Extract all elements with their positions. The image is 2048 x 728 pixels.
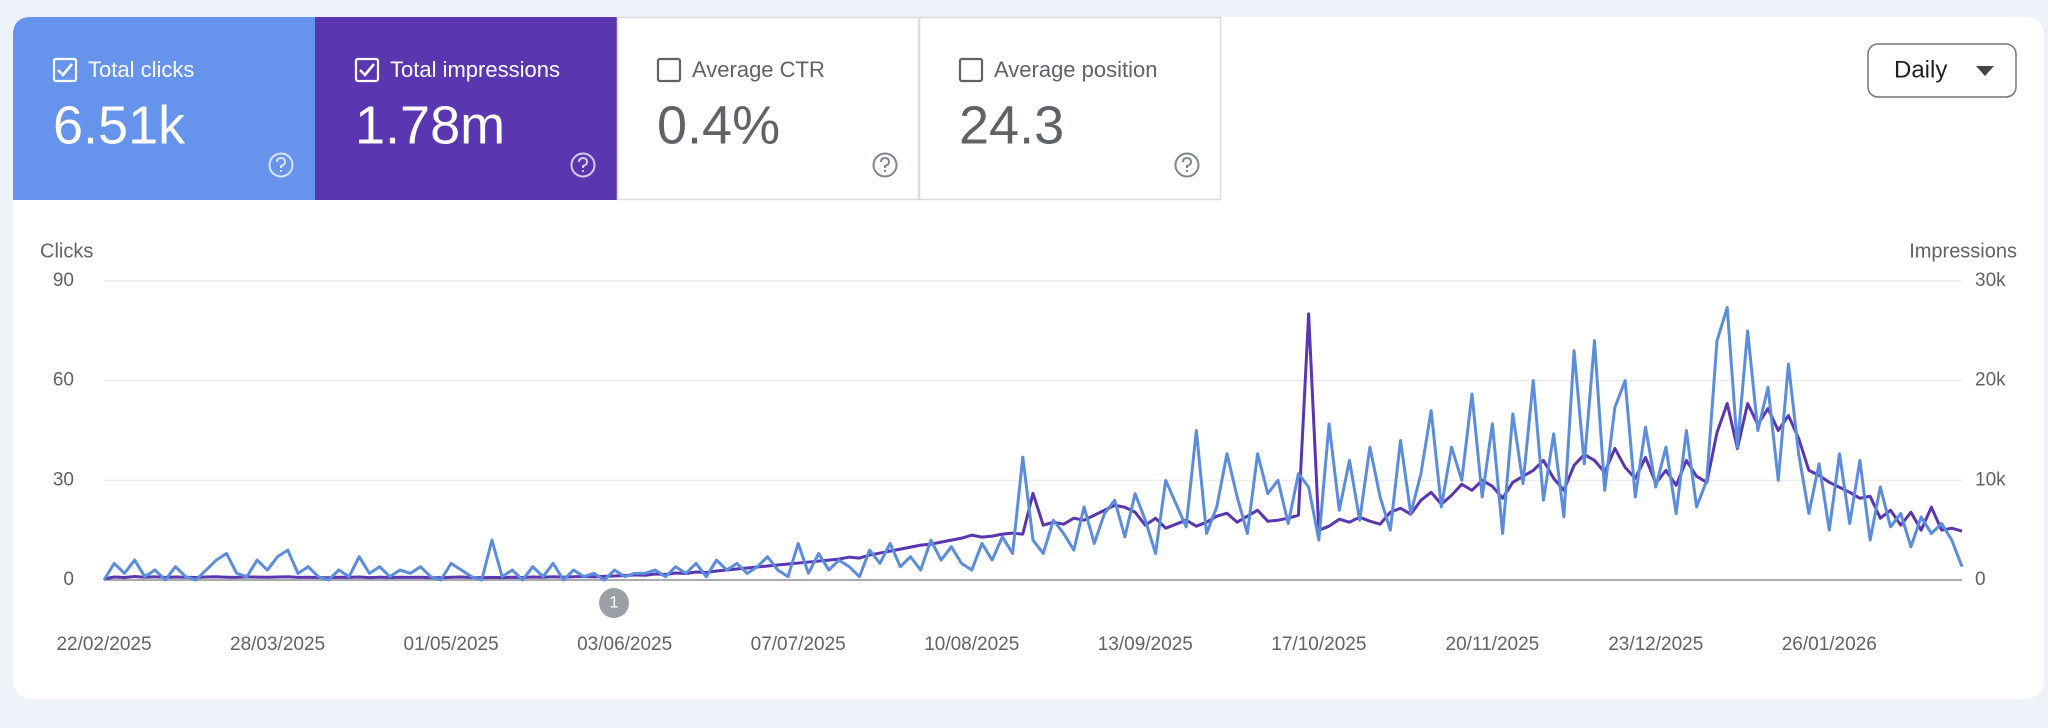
- checkmark[interactable]: [57, 63, 74, 77]
- metric-value[interactable]: 0.4%: [657, 95, 780, 155]
- checkbox[interactable]: [52, 57, 78, 83]
- checkbox[interactable]: [656, 57, 682, 83]
- help-icon[interactable]: [1174, 152, 1200, 178]
- metric-label[interactable]: Average CTR: [692, 57, 825, 82]
- checkbox[interactable]: [958, 57, 984, 83]
- x-tick-label: 17/10/2025: [1271, 634, 1366, 655]
- y-tick-label: 0: [63, 569, 74, 590]
- checkmark[interactable]: [359, 63, 376, 77]
- help-glyph[interactable]: [880, 156, 891, 172]
- x-tick-label: 26/01/2026: [1782, 634, 1877, 655]
- x-tick-label: 22/02/2025: [56, 634, 151, 655]
- card-bg[interactable]: [616, 16, 920, 201]
- y2-tick-label: 30k: [1975, 270, 2006, 291]
- y-tick-label: 60: [53, 370, 74, 391]
- dropdown[interactable]: Daily: [1867, 43, 2017, 98]
- metric-label[interactable]: Average position: [994, 57, 1158, 82]
- metric-label[interactable]: Total clicks: [88, 57, 194, 82]
- dropdown-label[interactable]: Daily: [1894, 56, 1947, 83]
- x-tick-label: 20/11/2025: [1446, 634, 1540, 655]
- annotation-marker[interactable]: [599, 588, 629, 618]
- help-icon[interactable]: [872, 152, 898, 178]
- series-line: [102, 306, 1964, 582]
- metric-card[interactable]: Average position 24.3: [918, 16, 1222, 201]
- help-icon[interactable]: [570, 152, 596, 178]
- metric-label[interactable]: Total impressions: [390, 57, 560, 82]
- x-tick-label: 10/08/2025: [924, 634, 1019, 655]
- metric-value[interactable]: 24.3: [959, 95, 1064, 155]
- y2-tick-label: 0: [1975, 569, 1986, 590]
- help-glyph[interactable]: [276, 156, 287, 172]
- card-bg[interactable]: [918, 16, 1222, 201]
- dropdown-box[interactable]: [1867, 43, 2017, 98]
- y-axis-title: Clicks: [40, 240, 93, 262]
- metric-card[interactable]: Total impressions 1.78m: [315, 17, 617, 200]
- card-bg[interactable]: [315, 17, 617, 200]
- metric-card[interactable]: Average CTR 0.4%: [616, 16, 920, 201]
- checkbox[interactable]: [354, 57, 380, 83]
- help-icon[interactable]: [268, 152, 294, 178]
- annotation[interactable]: 1: [599, 588, 629, 618]
- card-bg[interactable]: [13, 17, 315, 200]
- help-glyph[interactable]: [578, 156, 589, 172]
- help-glyph[interactable]: [1182, 156, 1193, 172]
- y2-tick-label: 10k: [1975, 469, 2006, 490]
- x-tick-label: 13/09/2025: [1098, 634, 1193, 655]
- x-tick-label: 07/07/2025: [751, 634, 846, 655]
- x-tick-label: 03/06/2025: [577, 634, 672, 655]
- y-tick-label: 90: [53, 270, 74, 291]
- metric-card[interactable]: Total clicks 6.51k: [13, 17, 315, 200]
- metric-value[interactable]: 6.51k: [53, 95, 186, 155]
- dropdown-arrow[interactable]: [1976, 66, 1994, 76]
- y2-tick-label: 20k: [1975, 370, 2006, 391]
- x-tick-label: 01/05/2025: [404, 634, 499, 655]
- metric-cards: Total clicks 6.51k Total impressions 1.78m A…: [13, 16, 1222, 201]
- y2-axis-title: Impressions: [1909, 240, 2017, 262]
- x-tick-label: 28/03/2025: [230, 634, 325, 655]
- x-tick-label: 23/12/2025: [1608, 634, 1703, 655]
- metric-value[interactable]: 1.78m: [355, 95, 505, 155]
- chart: 0 30 60 90 0 10k 20k 30k 22/02/2025 28/03/2025 01/…: [53, 270, 2006, 655]
- y-tick-label: 30: [53, 469, 74, 490]
- annotation-label[interactable]: 1: [609, 592, 618, 611]
